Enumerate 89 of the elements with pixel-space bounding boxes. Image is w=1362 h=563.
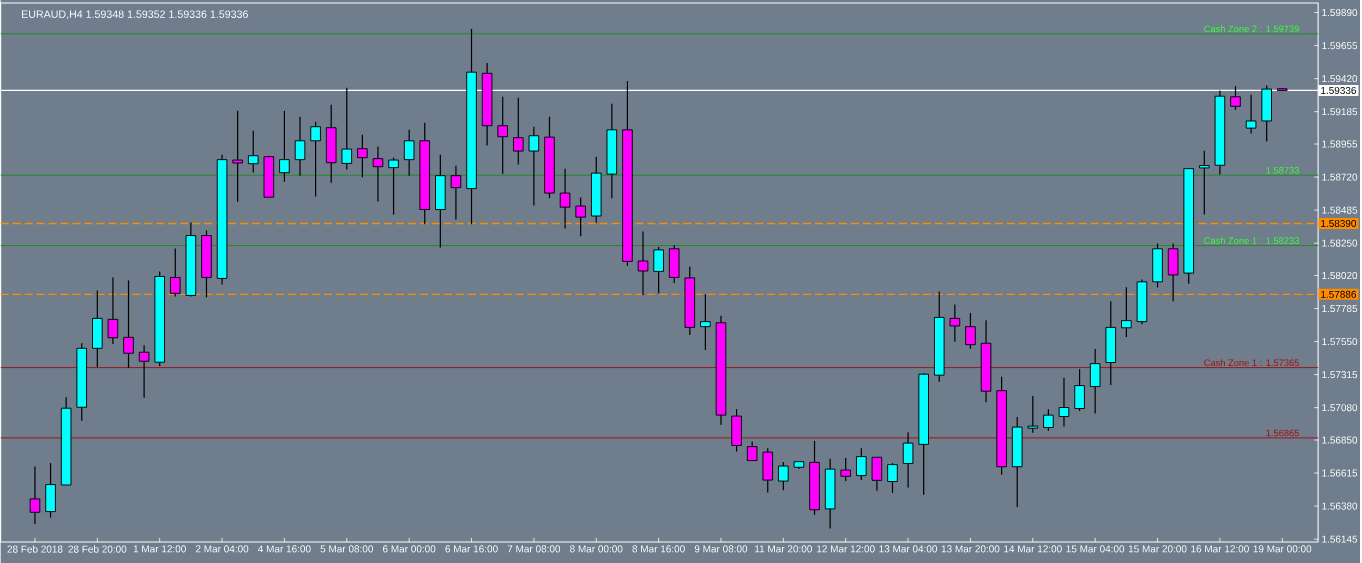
- x-tick-label: 2 Mar 04:00: [195, 545, 249, 553]
- candlestick: [1043, 408, 1054, 432]
- x-tick-label: 6 Mar 00:00: [383, 545, 436, 553]
- x-tick-label: 9 Mar 08:00: [694, 545, 748, 553]
- y-tick-label: 1.58485: [1322, 206, 1358, 214]
- ref-line-label: 1.56865: [1266, 429, 1299, 437]
- candlestick: [310, 121, 321, 198]
- x-tick-label: 16 Mar 12:00: [1191, 545, 1249, 553]
- x-tick-label: 8 Mar 00:00: [570, 545, 623, 553]
- candlestick: [700, 293, 711, 351]
- x-tick-label: 13 Mar 20:00: [941, 545, 1000, 553]
- x-tick-label: 19 Mar 00:00: [1253, 545, 1312, 553]
- x-tick-label: 6 Mar 16:00: [445, 545, 498, 553]
- candlestick: [247, 130, 259, 174]
- y-tick-label: 1.57080: [1322, 404, 1358, 412]
- x-tick-label: 12 Mar 12:00: [817, 545, 875, 553]
- x-tick-label: 8 Mar 16:00: [632, 545, 685, 553]
- candlestick: [637, 231, 649, 296]
- ref-line-label: Cash Zone 2 : 1.59739: [1204, 25, 1299, 33]
- candlestick: [107, 276, 119, 345]
- y-tick-label: 1.56615: [1322, 469, 1358, 477]
- y-tick-label: 1.59655: [1322, 42, 1358, 50]
- candlestick: [169, 247, 181, 298]
- ref-line-label: Cash Zone 1 : 1.58233: [1204, 237, 1299, 244]
- candlestick: [497, 96, 509, 175]
- ref-line-label: 1.57886: [1321, 290, 1357, 298]
- x-tick-label: 4 Mar 16:00: [258, 545, 311, 553]
- ref-line-label: Cash Zone 1 : 1.57365: [1204, 359, 1299, 367]
- candlestick: [1245, 94, 1257, 135]
- candlestick: [372, 146, 384, 203]
- y-tick-label: 1.58720: [1322, 173, 1358, 181]
- y-tick-label: 1.57315: [1322, 371, 1358, 379]
- candlestick: [1027, 395, 1039, 434]
- candlestick: [1058, 377, 1070, 428]
- y-tick-label: 1.57785: [1322, 305, 1358, 313]
- x-tick-label: 15 Mar 20:00: [1128, 545, 1187, 553]
- candlestick: [341, 87, 353, 171]
- candlestick: [388, 157, 399, 216]
- candlestick: [653, 246, 664, 294]
- candlestick: [746, 441, 758, 462]
- candlestick: [1089, 348, 1101, 415]
- candlestick: [856, 447, 867, 481]
- y-tick-label: 1.58955: [1322, 140, 1358, 148]
- x-tick-label: 14 Mar 12:00: [1004, 545, 1062, 553]
- candlestick: [294, 116, 306, 177]
- candlestick: [965, 312, 976, 350]
- x-tick-label: 28 Feb 2018: [7, 545, 63, 553]
- candlestick: [887, 462, 898, 494]
- candlestick: [1230, 85, 1241, 111]
- candlestick: [403, 129, 415, 177]
- y-tick-label: 1.59185: [1322, 108, 1358, 116]
- candlestick: [357, 134, 368, 178]
- text: EURAUD,H4 1.59348 1.59352 1.59336 1.59336: [22, 10, 248, 20]
- x-tick-label: 7 Mar 08:00: [507, 545, 561, 553]
- y-tick-label: 1.56145: [1322, 535, 1358, 543]
- candlestick: [1199, 150, 1210, 216]
- y-tick-label: 1.56380: [1322, 502, 1358, 510]
- candlestick: [1121, 286, 1132, 338]
- x-tick-label: 15 Mar 04:00: [1066, 545, 1125, 553]
- ref-line-label: 1.58390: [1321, 219, 1357, 228]
- y-tick-label: 1.58250: [1322, 239, 1358, 247]
- x-tick-label: 1 Mar 12:00: [133, 545, 186, 553]
- ref-line-label: 1.59336: [1321, 86, 1357, 95]
- y-tick-label: 1.59420: [1322, 75, 1358, 83]
- y-tick-label: 1.59890: [1322, 9, 1358, 17]
- candlestick: [559, 168, 571, 230]
- candlestick: [232, 110, 243, 203]
- candlestick: [29, 466, 41, 525]
- y-tick-label: 1.57550: [1322, 338, 1358, 346]
- x-tick-label: 11 Mar 20:00: [755, 545, 812, 553]
- candlestick: [1074, 368, 1085, 412]
- candlestick: [575, 197, 586, 237]
- y-tick-label: 1.58020: [1322, 272, 1358, 280]
- candlestick: [778, 461, 789, 491]
- candlestick: [949, 303, 961, 343]
- candlestick: [279, 110, 290, 183]
- candlestick: [840, 457, 852, 482]
- y-tick-label: 1.56850: [1322, 436, 1358, 444]
- x-tick-label: 5 Mar 08:00: [320, 545, 374, 553]
- candlestick: [512, 97, 524, 166]
- candlestick: [528, 126, 540, 207]
- candlestick: [871, 456, 883, 492]
- candlestick: [123, 279, 134, 369]
- x-tick-label: 13 Mar 04:00: [879, 545, 938, 553]
- candlestick: [902, 431, 914, 489]
- candlestick: [138, 344, 150, 399]
- x-tick-label: 28 Feb 20:00: [68, 545, 127, 553]
- ref-line-label: 1.58733: [1266, 167, 1299, 174]
- candlestick: [450, 165, 462, 221]
